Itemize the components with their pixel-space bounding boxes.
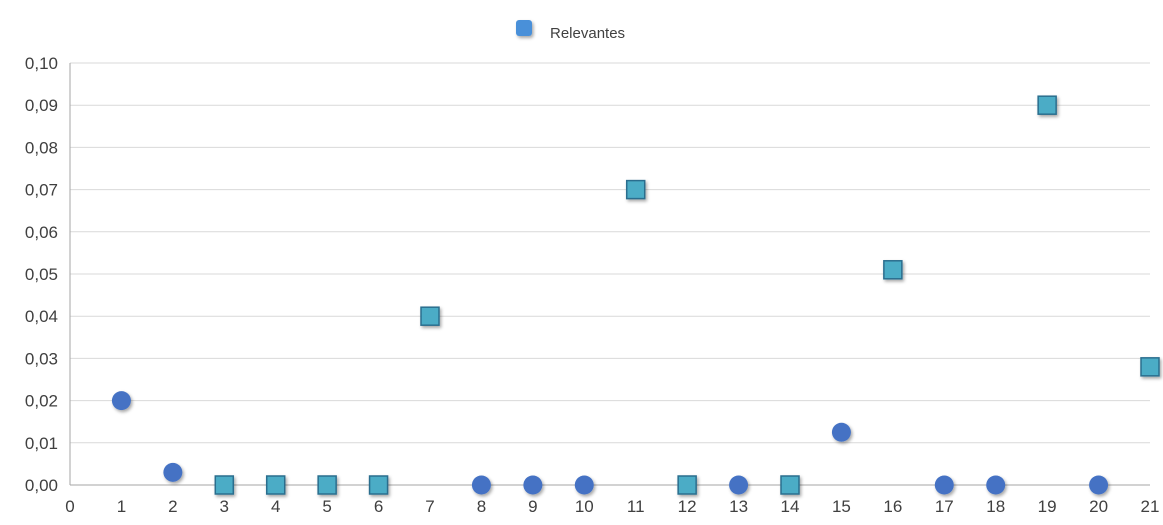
data-point-square [677, 475, 697, 495]
y-tick-label: 0,07 [25, 181, 58, 200]
y-tick-label: 0,06 [25, 223, 58, 242]
data-point-square [625, 179, 646, 200]
x-tick-label: 14 [781, 497, 800, 516]
data-point-square [214, 475, 235, 495]
data-point-square [1140, 357, 1160, 377]
x-tick-label: 16 [883, 497, 902, 516]
x-tick-label: 5 [322, 497, 331, 516]
x-tick-label: 15 [832, 497, 851, 516]
data-point-circle [523, 475, 543, 495]
x-tick-label: 1 [117, 497, 126, 516]
y-tick-label: 0,04 [25, 307, 58, 326]
x-tick-label: 21 [1141, 497, 1160, 516]
y-tick-label: 0,10 [25, 54, 58, 73]
x-tick-label: 18 [986, 497, 1005, 516]
y-tick-label: 0,08 [25, 138, 58, 157]
y-tick-label: 0,02 [25, 392, 58, 411]
x-axis: 0 1 2 3 4 5 6 7 8 9 10 11 12 13 14 15 16 17 18 19 20 21 [65, 497, 1159, 516]
y-tick-label: 0,03 [25, 349, 58, 368]
x-tick-label: 9 [528, 497, 537, 516]
gridlines [70, 62, 1150, 486]
data-point-square [1037, 95, 1057, 115]
x-tick-label: 0 [65, 497, 74, 516]
x-tick-label: 7 [425, 497, 434, 516]
data-point-square [780, 475, 800, 495]
x-tick-label: 3 [220, 497, 229, 516]
data-point-square [317, 475, 337, 495]
data-point-square [883, 260, 903, 280]
legend-label-relevantes: Relevantes [550, 25, 625, 42]
data-points [111, 95, 1160, 495]
x-tick-label: 11 [627, 497, 645, 516]
data-point-square [368, 475, 389, 495]
x-tick-label: 6 [374, 497, 383, 516]
y-axis: 0,00 0,01 0,02 0,03 0,04 0,05 0,06 0,07 0,08 0,09… [25, 54, 71, 495]
x-tick-label: 8 [477, 497, 486, 516]
legend: Relevantes [516, 20, 625, 42]
data-point-circle [111, 391, 131, 411]
legend-swatch-relevantes [516, 20, 532, 36]
x-tick-label: 19 [1038, 497, 1057, 516]
x-tick-label: 20 [1089, 497, 1108, 516]
data-point-circle [471, 475, 491, 495]
y-tick-label: 0,09 [25, 96, 58, 115]
y-tick-label: 0,05 [25, 265, 58, 284]
data-point-circle [163, 462, 183, 482]
x-tick-label: 10 [575, 497, 594, 516]
x-tick-label: 17 [935, 497, 954, 516]
x-tick-label: 12 [678, 497, 697, 516]
data-point-circle [729, 475, 749, 495]
data-point-circle [574, 475, 594, 495]
data-point-square [420, 306, 440, 326]
data-point-circle [934, 475, 954, 495]
data-point-circle [831, 422, 851, 442]
data-point-square [265, 475, 286, 495]
y-tick-label: 0,01 [25, 434, 58, 453]
y-tick-label: 0,00 [25, 476, 58, 495]
x-tick-label: 13 [729, 497, 748, 516]
data-point-circle [986, 475, 1006, 495]
x-tick-label: 4 [271, 497, 280, 516]
data-point-circle [1089, 475, 1109, 495]
x-tick-label: 2 [168, 497, 177, 516]
